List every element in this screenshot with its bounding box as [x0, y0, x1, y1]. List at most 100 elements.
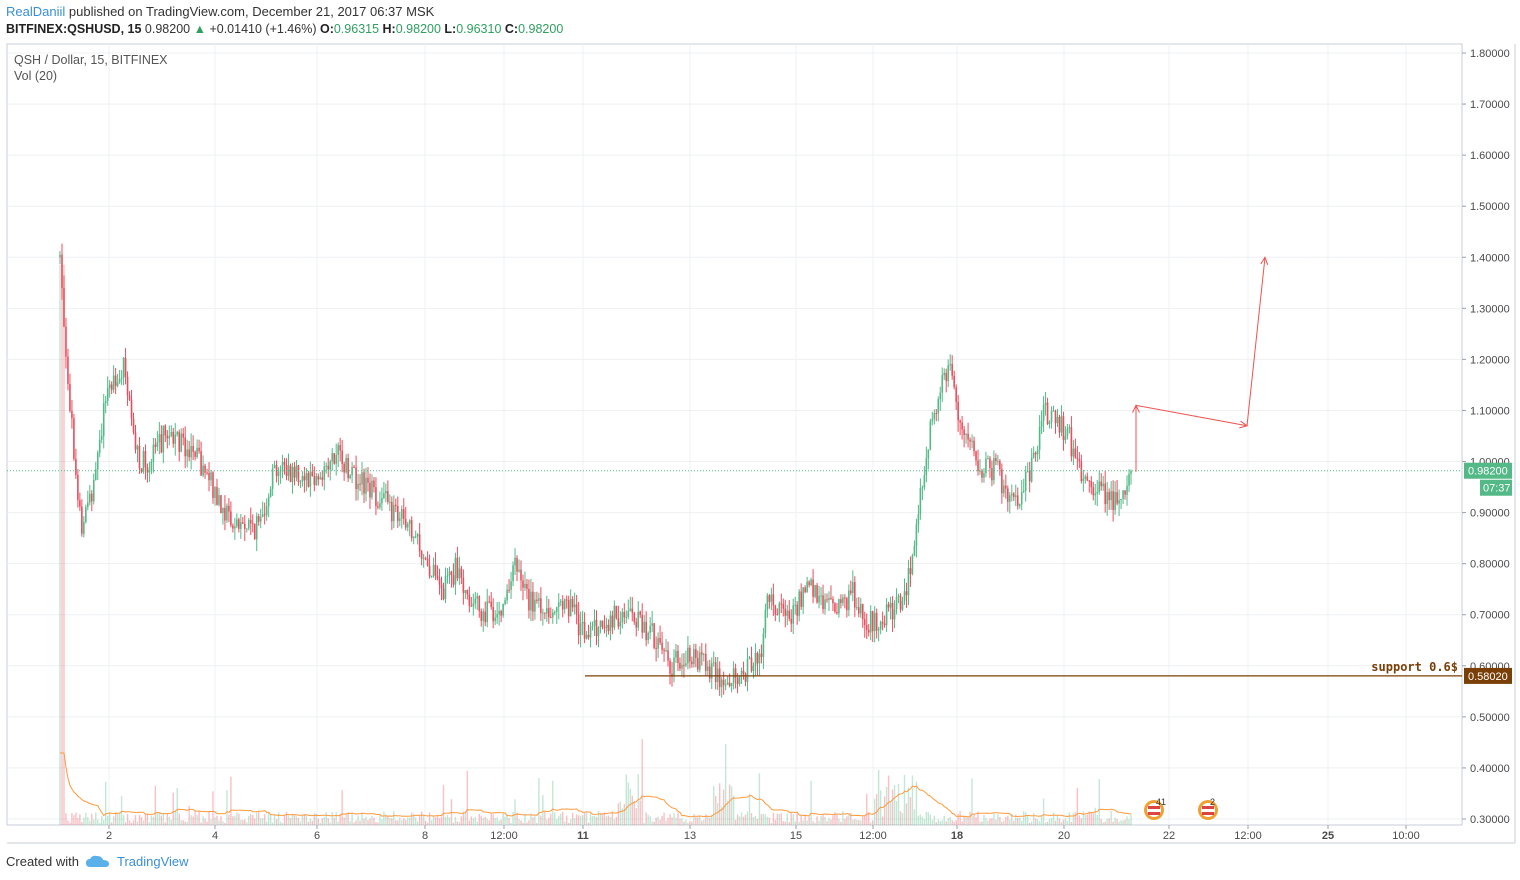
candle-body [567, 600, 570, 617]
volume-bar [468, 820, 471, 825]
symbol-name[interactable]: BITFINEX:QSHUSD, 15 [6, 22, 142, 36]
volume-bar [206, 821, 208, 825]
volume-bar [224, 822, 226, 825]
volume-bar [198, 811, 200, 825]
volume-bar [440, 816, 443, 825]
volume-bar [1021, 820, 1023, 825]
time-tick-label: 12:00 [490, 830, 518, 842]
price-axis[interactable]: 1.80000 1.70000 1.60000 1.50000 1.40000 1.300… [1462, 48, 1512, 826]
volume-bar [619, 801, 622, 825]
volume-bar [63, 265, 65, 825]
volume-bar [105, 781, 107, 825]
volume-bar [397, 820, 399, 825]
volume-bar [176, 788, 178, 825]
candle-body [116, 382, 119, 386]
candle-body [542, 612, 544, 614]
candle-body [510, 581, 512, 590]
candle-body [824, 599, 826, 610]
volume-bar [325, 812, 327, 825]
candle-body [889, 602, 892, 608]
volume-bar [1110, 811, 1112, 825]
candle-body [973, 440, 975, 452]
author-link[interactable]: RealDaniil [6, 4, 66, 19]
volume-bar [323, 816, 325, 825]
volume-bar [1078, 815, 1081, 825]
volume-bar [381, 819, 383, 825]
candle-body [154, 444, 157, 447]
volume-bar [651, 821, 653, 825]
candle-body [1110, 491, 1112, 501]
volume-bar [138, 814, 141, 825]
candle-body [408, 520, 411, 525]
tradingview-link[interactable]: TradingView [116, 854, 189, 869]
volume-bar [866, 793, 868, 825]
candle-body [977, 460, 979, 472]
candle-body [1068, 427, 1071, 429]
candle-body [861, 604, 864, 620]
candle-body [929, 421, 932, 450]
volume-bar [552, 780, 554, 825]
candle-body [79, 500, 81, 507]
volume-bar [226, 790, 228, 825]
volume-bar [981, 821, 983, 825]
candle-body [126, 376, 129, 396]
volume-bar [822, 814, 824, 825]
volume-bar [550, 813, 552, 825]
candle-body [1114, 492, 1116, 510]
volume-bar [321, 818, 323, 825]
last-price: 0.98200 [144, 22, 191, 36]
candle-body [1030, 457, 1033, 482]
candle-body [995, 458, 997, 462]
candle-body [436, 575, 439, 579]
volume-bar [577, 815, 580, 825]
candle-body [410, 520, 413, 538]
volume-bar [271, 822, 274, 825]
volume-bar [653, 821, 655, 825]
time-axis[interactable]: 2 4 6 8 12:00 11 13 15 12:00 18 20 22 12:00 25 10:00 [106, 825, 1420, 842]
candle-body [196, 447, 198, 457]
candle-body [1044, 402, 1047, 405]
close-value: 0.98200 [518, 22, 564, 36]
volume-bar [407, 817, 409, 825]
price-tick-label: 0.50000 [1470, 712, 1510, 724]
candle-body [404, 519, 407, 528]
volume-bar [359, 820, 361, 825]
candle-body [991, 468, 993, 481]
volume-bar [565, 815, 568, 825]
candle-body [1005, 485, 1007, 489]
candle-body [627, 611, 630, 617]
volume-bar [546, 819, 548, 825]
candle-body [355, 467, 357, 490]
volume-bar [89, 820, 91, 825]
candle-body [1108, 492, 1110, 501]
candle-body [935, 413, 938, 415]
volume-bar [965, 816, 967, 825]
candle-body [999, 461, 1001, 470]
volume-bar [327, 818, 329, 825]
candle-body [681, 664, 683, 669]
candle-body [927, 449, 930, 459]
candle-body [1038, 426, 1041, 451]
candle-body [782, 604, 785, 609]
volume-bar [101, 816, 103, 825]
candle-body [506, 589, 508, 601]
volume-bar [424, 820, 427, 825]
candle-body [486, 601, 489, 623]
candle-body [619, 622, 622, 627]
volume-bar [852, 819, 854, 825]
candle-body [605, 624, 608, 628]
volume-bar [420, 811, 423, 825]
candles [59, 243, 1132, 698]
candle-body [204, 465, 206, 473]
candle-body [840, 599, 842, 604]
price-tick-label: 0.70000 [1470, 610, 1510, 622]
candle-body [434, 564, 437, 576]
change-value: +0.01410 (+1.46%) [209, 22, 317, 36]
candle-body [804, 587, 806, 592]
candle-body [625, 616, 628, 618]
volume-bar [1108, 818, 1110, 825]
volume-bar [1128, 819, 1130, 825]
candle-body [230, 511, 232, 526]
volume-bar [1050, 818, 1053, 825]
